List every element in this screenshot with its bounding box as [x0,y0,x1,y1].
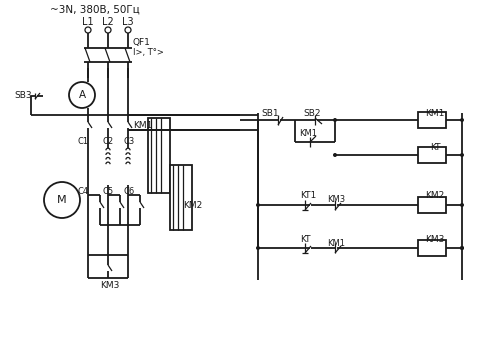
Text: A: A [78,90,86,100]
Circle shape [256,246,260,250]
Text: L3: L3 [122,17,134,27]
Circle shape [69,82,95,108]
Circle shape [85,27,91,33]
Text: KT1: KT1 [300,191,316,200]
Text: C3: C3 [124,137,135,146]
Text: C1: C1 [78,137,89,146]
Text: KM1: KM1 [133,121,152,130]
Circle shape [460,203,464,207]
Circle shape [125,27,131,33]
Text: L1: L1 [82,17,94,27]
Text: SB2: SB2 [303,109,321,118]
Text: KM1: KM1 [299,129,317,138]
Circle shape [44,182,80,218]
Text: KT: KT [430,144,440,153]
Text: KM2: KM2 [183,200,202,209]
Bar [418,197,446,213]
Bar [418,112,446,128]
Circle shape [460,153,464,157]
Text: C4: C4 [78,188,89,197]
Text: C6: C6 [124,188,135,197]
Text: C5: C5 [103,188,114,197]
Text: SB3: SB3 [14,91,32,100]
Circle shape [460,118,464,122]
Bar [170,165,192,230]
Bar [148,118,170,193]
Circle shape [333,118,337,122]
Circle shape [460,246,464,250]
Circle shape [105,27,111,33]
Circle shape [460,246,464,250]
Text: QF1: QF1 [133,37,151,46]
Circle shape [333,153,337,157]
Text: ~3N, 380В, 50Гц: ~3N, 380В, 50Гц [50,5,140,15]
Text: KM1: KM1 [425,109,445,118]
Text: I>, T°>: I>, T°> [133,47,164,56]
Text: KM3: KM3 [327,195,345,204]
Text: KM3: KM3 [425,235,445,244]
Bar [418,240,446,256]
Text: KT: KT [300,235,311,244]
Text: KM2: KM2 [425,191,445,200]
Text: KM1: KM1 [327,238,345,247]
Text: C2: C2 [103,137,114,146]
Bar [418,147,446,163]
Text: KM3: KM3 [100,281,120,290]
Circle shape [256,203,260,207]
Text: SB1: SB1 [261,109,279,118]
Text: M: M [57,195,67,205]
Text: L2: L2 [102,17,114,27]
